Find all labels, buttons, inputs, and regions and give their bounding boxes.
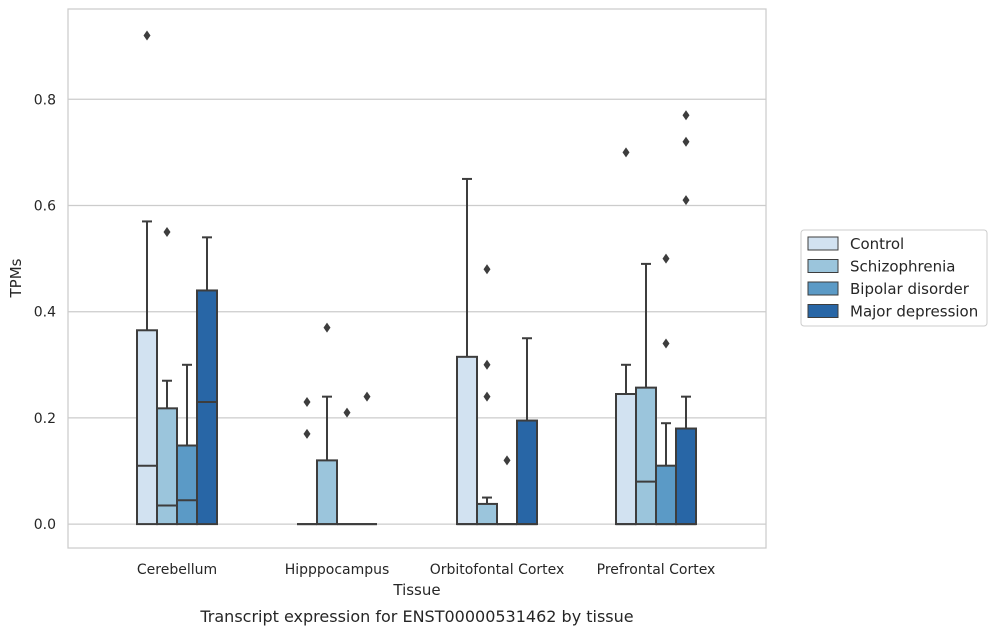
legend-swatch [807,281,839,296]
x-tick-labels: Cerebellum Hipppocampus Orbitofontal Corte… [137,562,715,578]
y-tick-label: 0.4 [34,305,56,321]
legend-item: Schizophrenia [807,258,955,276]
y-tick-label: 0.8 [34,92,56,108]
outlier-point [483,391,491,402]
x-tick-label: Orbitofontal Cortex [430,562,565,578]
outlier-point [143,30,151,41]
y-tick-labels: 0.0 0.2 0.4 0.6 0.8 [34,92,56,533]
box-bipolar-disorder [337,407,357,526]
x-tick-label: Prefrontal Cortex [597,562,716,578]
legend-label: Schizophrenia [850,258,955,276]
box-body [655,464,677,526]
x-axis-label: Tissue [392,581,440,599]
box-major-depression [516,337,538,526]
x-tick-label: Hipppocampus [285,562,390,578]
box-bipolar-disorder [655,253,677,526]
box-body [136,329,158,526]
boxes [136,30,697,526]
legend-label: Control [850,235,904,253]
y-tick-label: 0.0 [34,517,56,533]
outlier-point [503,455,511,466]
box-schizophrenia [156,227,178,526]
outlier-point [343,407,351,418]
box-major-depression [675,110,697,526]
chart-caption: Transcript expression for ENST0000053146… [199,607,633,626]
legend-item: Major depression [807,303,978,321]
outlier-point [323,322,331,333]
box-body [615,393,637,526]
y-axis-label: TPMs [7,258,25,298]
box-bipolar-disorder [176,363,198,526]
box-body [675,427,697,526]
x-tick-label: Cerebellum [137,562,217,578]
box-schizophrenia [316,322,338,526]
plot-frame [67,8,767,549]
legend-swatch [807,304,839,318]
outlier-point [682,110,690,121]
outlier-point [682,195,690,206]
box-body [176,444,198,526]
outlier-point [483,359,491,370]
box-control [297,396,317,526]
box-body [196,289,218,526]
box-body [516,419,538,526]
legend-item: Control [807,235,904,253]
legend-item: Bipolar disorder [807,280,970,298]
outlier-point [662,338,670,349]
box-body [316,459,338,526]
box-major-depression [196,236,218,526]
box-schizophrenia [476,264,498,526]
legend-label: Major depression [850,303,978,321]
legend-swatch [807,259,839,273]
outlier-point [303,428,311,439]
box-body [156,407,178,526]
outlier-point [483,264,491,275]
outlier-point [303,396,311,407]
outlier-point [363,391,371,402]
outlier-point [163,227,171,238]
box-bipolar-disorder [497,455,517,526]
box-control [615,147,637,526]
box-body [456,355,478,526]
box-schizophrenia [635,262,657,526]
outlier-point [662,253,670,264]
y-tick-label: 0.6 [34,198,56,214]
outlier-point [682,136,690,147]
legend-swatch [807,236,839,251]
y-tick-label: 0.2 [34,411,56,427]
box-control [136,30,158,526]
legend-label: Bipolar disorder [850,280,970,298]
legend: Control Schizophrenia Bipolar disorder Majo… [800,229,988,327]
box-major-depression [357,391,377,526]
box-control [456,177,478,526]
outlier-point [622,147,630,158]
legend-frame [800,229,988,327]
box-body [635,386,657,526]
box-body [476,502,498,526]
legend-items: Control Schizophrenia Bipolar disorder Majo… [807,235,978,321]
